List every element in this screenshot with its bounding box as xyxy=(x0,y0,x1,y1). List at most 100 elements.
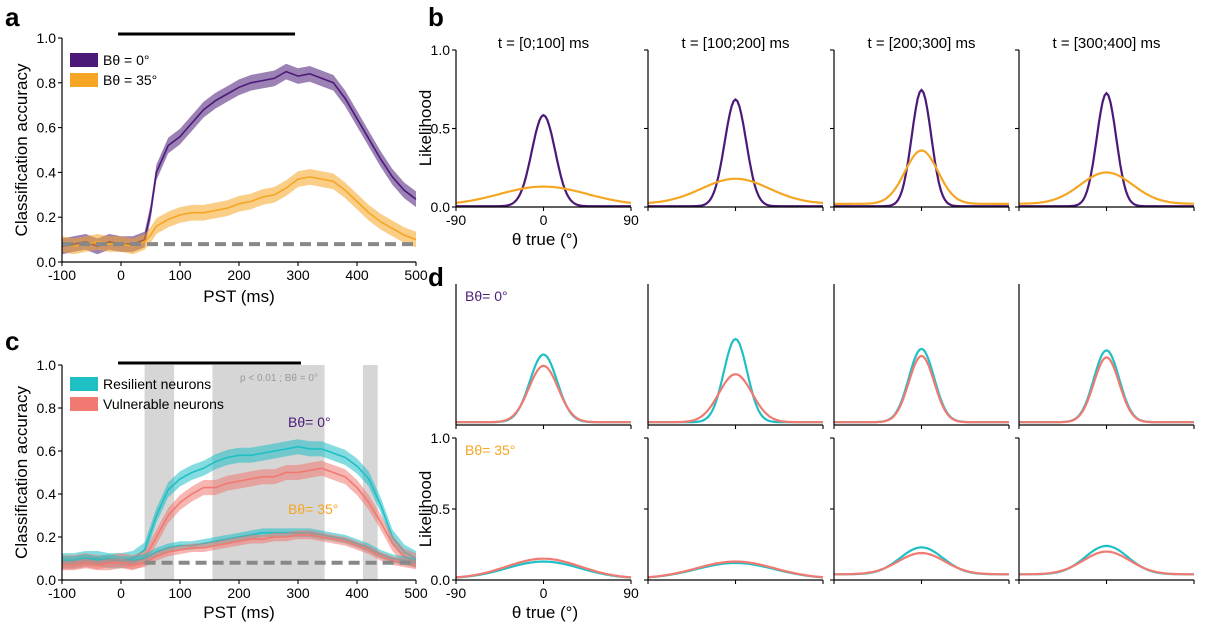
row-label-1: Bθ= 35° xyxy=(465,442,515,458)
b0-ytick-label: 0.0 xyxy=(431,199,451,215)
c-xtick-label: -100 xyxy=(48,585,76,601)
curve-0-0-1 xyxy=(456,364,631,424)
b-y-axis-label: Likelihood xyxy=(416,90,435,167)
d10-ytick-label: 1.0 xyxy=(431,430,451,446)
curve-1-1-1 xyxy=(647,560,824,579)
b0-ytick-label: 1.0 xyxy=(431,42,451,58)
c-y-axis-label: Classification accuracy xyxy=(12,386,31,559)
d10-xtick-label: 90 xyxy=(623,585,639,601)
curve-1-3-0 xyxy=(1019,544,1194,576)
b0-xtick-label: 90 xyxy=(623,212,639,228)
a-xtick-label: 400 xyxy=(345,267,369,283)
a-xtick-label: 500 xyxy=(404,267,428,283)
significance-window-2 xyxy=(362,365,378,580)
series-band-1 xyxy=(62,169,416,255)
panel-b: 0.0 0.5 1.0 -90 0 90 t = [0;100] ms t = [100;20… xyxy=(416,35,1195,249)
row-label-0: Bθ= 0° xyxy=(465,288,508,304)
a-ytick-label: 0.2 xyxy=(37,209,57,225)
panel-label-c: c xyxy=(5,326,19,356)
a-xtick-label: 200 xyxy=(227,267,251,283)
a-x-axis-label: PST (ms) xyxy=(203,287,274,306)
c-x-axis-label: PST (ms) xyxy=(203,603,274,622)
c-xtick-label: 0 xyxy=(117,585,125,601)
curve-0-2-1 xyxy=(834,354,1009,424)
c-ytick-label: 0.4 xyxy=(37,486,57,502)
c-xtick-label: 200 xyxy=(227,585,251,601)
curve-3-0 xyxy=(1019,91,1194,208)
a-ytick-label: 0.0 xyxy=(37,254,57,270)
subplot-title-2: t = [200;300] ms xyxy=(868,35,976,52)
panel-a: 0.0 0.2 0.4 0.6 0.8 1.0 -100 0 100 200 300 400 500 PS… xyxy=(12,30,428,306)
curve-1-2-0 xyxy=(834,546,1009,576)
b0-ytick-label: 0.5 xyxy=(431,121,451,137)
curve-1-1-0 xyxy=(647,561,824,579)
b0-xtick-label: -90 xyxy=(446,212,466,228)
curve-1-0-0 xyxy=(455,560,632,579)
legend-label-1: Vulnerable neurons xyxy=(103,396,224,412)
a-xtick-label: 100 xyxy=(168,267,192,283)
significance-label: p < 0.01 ; Bθ = 0° xyxy=(240,373,318,384)
a-ytick-label: 0.4 xyxy=(37,164,57,180)
group-label-1: Bθ= 35° xyxy=(288,501,338,517)
subplot-title-3: t = [300;400] ms xyxy=(1053,35,1161,52)
series-line-3 xyxy=(62,534,417,566)
d10-xtick-label: -90 xyxy=(446,585,466,601)
legend-swatch-0 xyxy=(70,377,98,391)
curve-0-1 xyxy=(455,185,632,204)
series-band-1 xyxy=(62,460,416,571)
curve-0-0-0 xyxy=(456,353,631,424)
curve-0-1-0 xyxy=(648,337,823,424)
series-band-0 xyxy=(62,439,416,569)
legend-label-0: Bθ = 0° xyxy=(103,52,149,68)
legend-swatch-0 xyxy=(70,53,98,67)
c-ytick-label: 0.6 xyxy=(37,443,57,459)
a-xtick-label: 0 xyxy=(117,267,125,283)
subplot-title-1: t = [100;200] ms xyxy=(682,35,790,52)
b0-xtick-label: 0 xyxy=(540,212,548,228)
group-label-0: Bθ= 0° xyxy=(288,414,331,430)
curve-1-2-1 xyxy=(834,551,1009,576)
d10-xtick-label: 0 xyxy=(540,585,548,601)
a-xtick-label: -100 xyxy=(48,267,76,283)
a-ytick-label: 0.6 xyxy=(37,120,57,136)
d10-ytick-label: 0.0 xyxy=(431,572,451,588)
c-ytick-label: 0.2 xyxy=(37,529,57,545)
subplot-title-0: t = [0;100] ms xyxy=(498,35,589,52)
curve-1-0-1 xyxy=(455,557,632,579)
curve-1-0 xyxy=(648,98,823,208)
panel-label-b: b xyxy=(428,2,444,32)
d10-ytick-label: 0.5 xyxy=(431,501,451,517)
curve-0-1-1 xyxy=(648,373,823,424)
a-ytick-label: 1.0 xyxy=(37,30,57,46)
a-y-axis-label: Classification accuracy xyxy=(12,63,31,236)
curve-2-0 xyxy=(834,88,1009,208)
curve-1-1 xyxy=(647,177,824,204)
c-xtick-label: 400 xyxy=(345,585,369,601)
c-ytick-label: 0.0 xyxy=(37,572,57,588)
d-x-axis-label: θ true (°) xyxy=(512,603,578,622)
panel-label-d: d xyxy=(428,262,444,292)
c-ytick-label: 1.0 xyxy=(37,357,57,373)
b-x-axis-label: θ true (°) xyxy=(512,230,578,249)
curve-0-3-1 xyxy=(1019,356,1194,424)
curve-1-3-1 xyxy=(1019,550,1194,576)
series-line-0 xyxy=(61,70,417,248)
c-xtick-label: 100 xyxy=(168,585,192,601)
c-xtick-label: 500 xyxy=(404,585,428,601)
panel-label-a: a xyxy=(5,2,20,32)
panel-c: p < 0.01 ; Bθ = 0° 0.0 0.2 0.4 0.6 0.8 1.0 -100… xyxy=(12,357,428,622)
legend-swatch-1 xyxy=(70,397,98,411)
curve-0-3-0 xyxy=(1019,349,1194,424)
curve-2-1 xyxy=(834,149,1009,205)
legend-swatch-1 xyxy=(70,73,98,87)
series-band-0 xyxy=(62,63,416,255)
curve-0-2-0 xyxy=(834,347,1009,424)
legend-label-1: Bθ = 35° xyxy=(103,72,157,88)
a-xtick-label: 300 xyxy=(286,267,310,283)
a-ytick-label: 0.8 xyxy=(37,75,57,91)
curve-3-1 xyxy=(1019,171,1194,205)
curve-0-0 xyxy=(456,113,631,208)
panel-d: Bθ= 0° 0.0 0.5 1.0 -90 0 90 Bθ= 35° θ true (°) Li… xyxy=(416,284,1195,622)
c-xtick-label: 300 xyxy=(286,585,310,601)
